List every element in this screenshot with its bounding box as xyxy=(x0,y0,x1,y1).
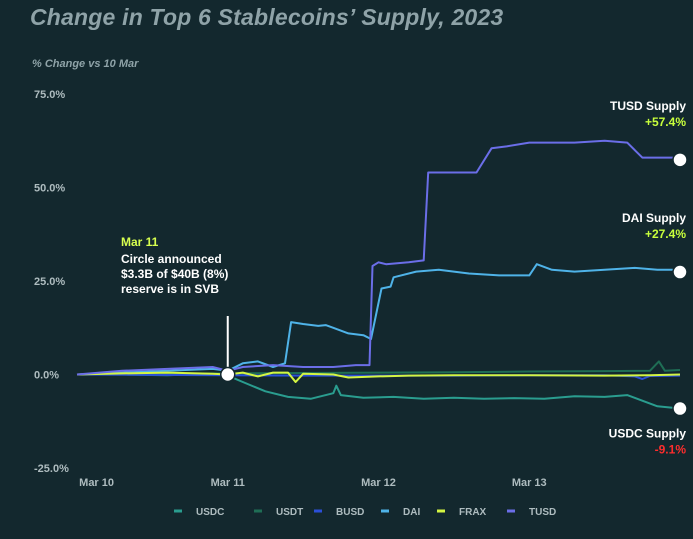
event-text-line: reserve is in SVB xyxy=(121,282,219,296)
y-tick-label: 25.0% xyxy=(34,276,65,288)
chart-title: Change in Top 6 Stablecoins’ Supply, 202… xyxy=(30,4,504,30)
legend-label: FRAX xyxy=(459,507,487,518)
event-date: Mar 11 xyxy=(121,235,159,249)
x-tick-label: Mar 13 xyxy=(512,477,547,489)
legend-label: USDT xyxy=(276,507,303,518)
series-line-frax xyxy=(76,371,681,383)
end-label-name: USDC Supply xyxy=(609,427,687,441)
end-label-name: DAI Supply xyxy=(622,211,686,225)
end-label-change: -9.1% xyxy=(655,443,687,457)
legend-label: DAI xyxy=(403,507,420,518)
legend-label: USDC xyxy=(196,507,224,518)
end-marker-usdc xyxy=(672,400,688,417)
end-label-name: TUSD Supply xyxy=(610,99,686,113)
y-axis-label: % Change vs 10 Mar xyxy=(32,58,139,70)
end-label-change: +27.4% xyxy=(645,227,686,241)
y-tick-label: 50.0% xyxy=(34,183,65,195)
x-tick-label: Mar 12 xyxy=(361,477,396,489)
series-line-tusd xyxy=(76,139,681,376)
x-tick-label: Mar 11 xyxy=(211,477,245,489)
event-text-line: Circle announced xyxy=(121,252,222,266)
legend-label: BUSD xyxy=(336,507,364,518)
series-line-usdc xyxy=(77,373,681,410)
x-tick-label: Mar 10 xyxy=(79,477,114,489)
legend-label: TUSD xyxy=(529,507,556,518)
y-tick-label: -25.0% xyxy=(34,463,69,475)
end-marker-tusd xyxy=(672,152,688,168)
event-marker-dot xyxy=(220,366,236,383)
event-text-line: $3.3B of $40B (8%) xyxy=(121,267,228,281)
y-tick-label: 0.0% xyxy=(34,370,59,382)
end-label-change: +57.4% xyxy=(645,115,686,129)
y-tick-label: 75.0% xyxy=(34,89,65,101)
end-marker-dai xyxy=(672,264,688,280)
